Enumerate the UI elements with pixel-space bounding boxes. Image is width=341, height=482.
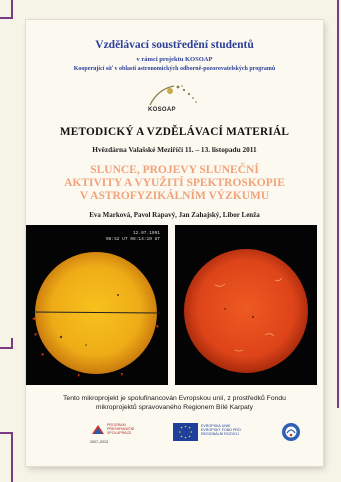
venue-dates: Hvězdárna Valašské Meziříčí 11. – 13. li… [92,145,257,154]
sun-photo-white-light: 12.07.1991 08:52 UT 08:14:10 UT [26,225,168,385]
program-label: PROGRAM PŘESHRANIČNÍ SPOLUPRÁCE [107,423,134,436]
yellow-sun-image [32,252,161,377]
frame-line-left-middle [11,338,13,349]
crossborder-program-logo: PROGRAM PŘESHRANIČNÍ SPOLUPRÁCE 2007–201… [90,422,134,446]
main-title-line: AKTIVITY A VYUŽITÍ SPEKTROSKOPIE [64,177,285,189]
event-title: Vzdělávací soustředění studentů [95,39,254,51]
program-label-line: PŘESHRANIČNÍ [107,427,135,432]
eu-logo: EVROPSKÁ UNIE EVROPSKÝ FOND PRO REGIONÁL… [173,422,243,446]
red-sun-image [184,249,308,373]
frame-line-left-lower [11,432,13,482]
program-label-line: PROGRAM [107,423,126,427]
main-title-line: SLUNCE, PROJEVY SLUNEČNÍ [90,164,259,176]
region-emblem-icon [282,423,300,441]
regional-emblem [281,422,303,446]
photo-time: 08:52 UT 08:14:10 UT [105,237,160,242]
eu-support-line: Tento mikroprojekt je spolufinancován Ev… [63,395,286,402]
main-title-line: V ASTROFYZIKÁLNÍM VÝZKUMU [79,190,270,202]
photo-caption: 12.07.1991 08:52 UT 08:14:10 UT [106,231,160,243]
eu-label: EVROPSKÁ UNIE EVROPSKÝ FOND PRO REGIONÁL… [201,424,241,437]
eu-label-line: REGIONÁLNÍ ROZVOJ [201,432,239,437]
authors: Eva Marková, Pavol Rapavý, Jan Zahajský,… [89,211,260,219]
eu-support-note: Tento mikroprojekt je spolufinancován Ev… [26,394,323,412]
frame-line-bottom-left [0,432,13,434]
frame-line-top-left [0,17,13,19]
frame-line-left-upper [11,0,13,19]
frame-line-right [337,0,339,408]
main-title: SLUNCE, PROJEVY SLUNEČNÍ AKTIVITY A VYUŽ… [26,164,323,203]
document-type: METODICKÝ A VZDĚLÁVACÍ MATERIÁL [59,126,290,138]
photo-date: 12.07.1991 [132,231,160,236]
frame-line-mid-horizontal [0,347,13,349]
document-cover: Vzdělávací soustředění studentů v rámci … [26,20,323,466]
eu-support-line: mikroprojektů spravovaného Regionem Bílé… [95,404,254,411]
kosoap-logo-icon [149,85,197,106]
program-years: 2007–2013 [90,440,108,444]
eu-flag-icon [173,423,198,441]
logo-text: KOSOAP [148,107,176,113]
eu-label-line: EVROPSKÝ FOND PRO [201,428,241,433]
program-label-line: SPOLUPRÁCE [107,431,132,436]
program-emblem-icon [92,425,104,434]
kosoap-logo: KOSOAP [144,83,204,117]
event-subtitle: v rámci projektu KOSOAP [136,56,213,63]
event-network: Kooperující síť v oblasti astronomických… [73,66,276,72]
sun-photo-halpha [175,225,317,385]
eu-label-line: EVROPSKÁ UNIE [201,424,231,428]
